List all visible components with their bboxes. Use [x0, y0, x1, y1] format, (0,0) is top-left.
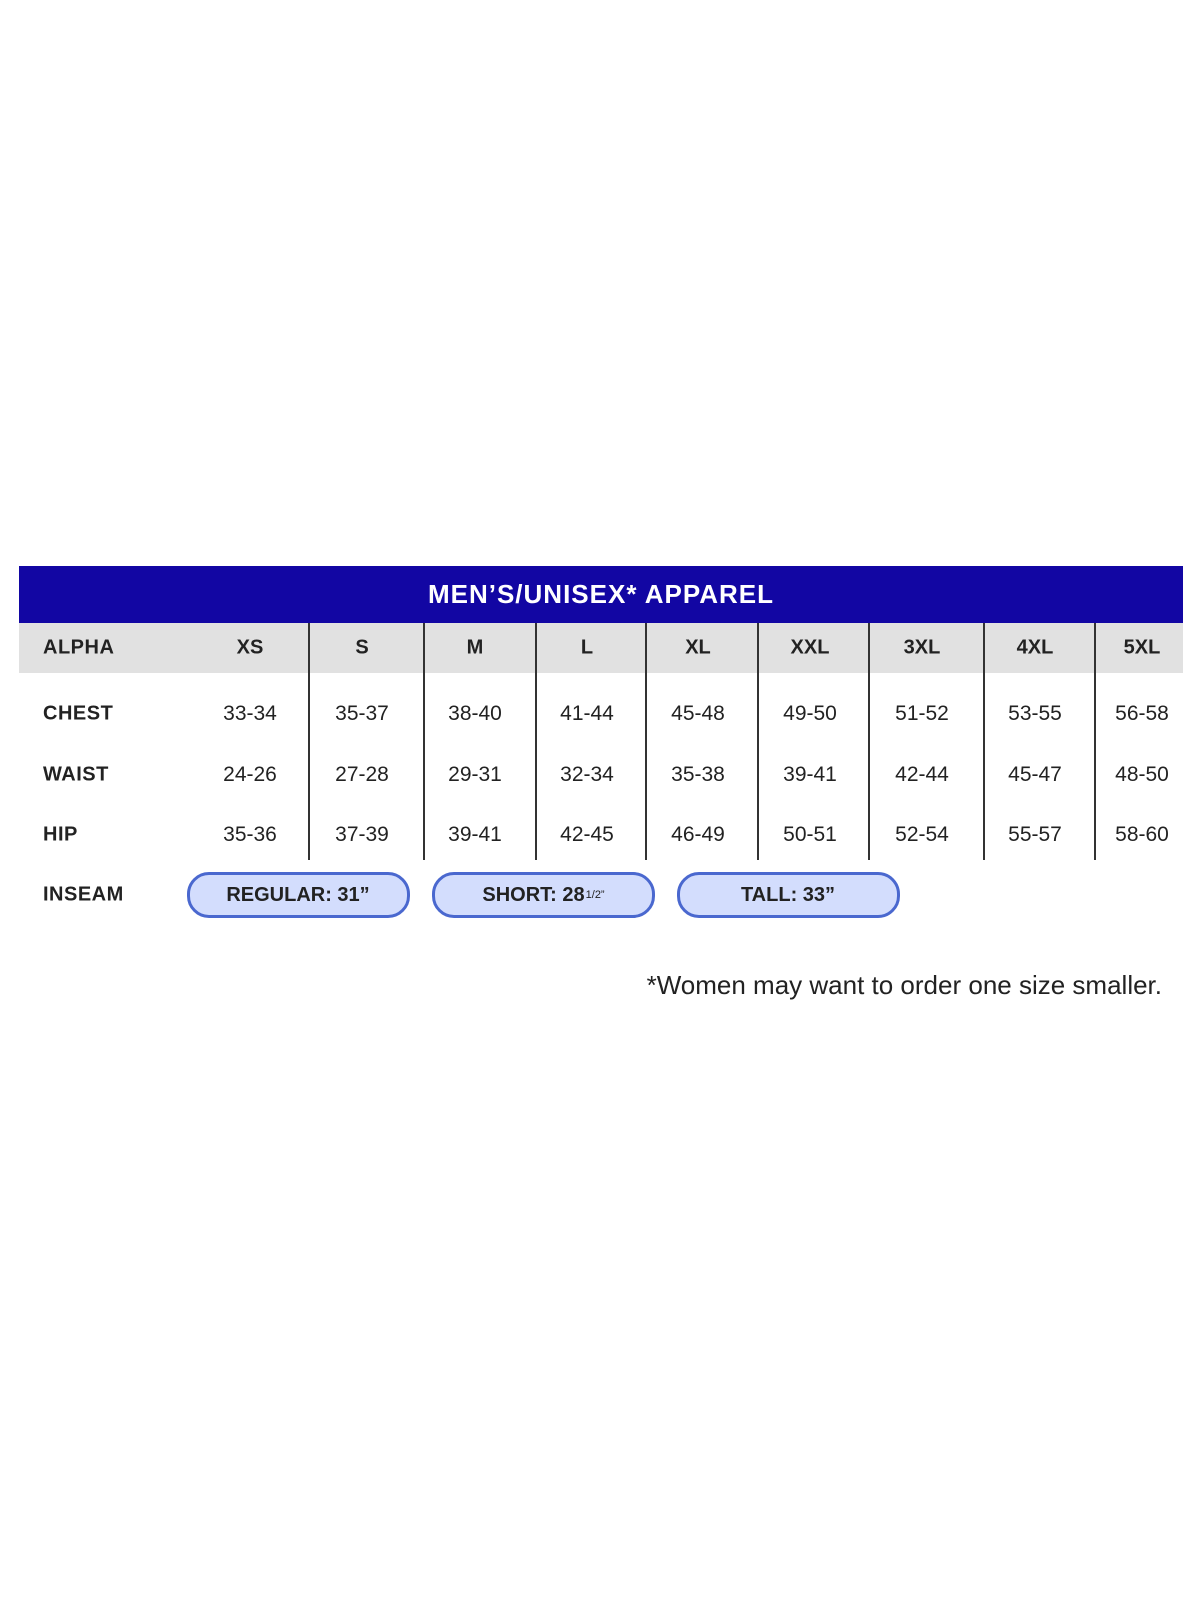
table-cell: 45-47 — [1008, 763, 1062, 786]
table-cell: 24-26 — [223, 763, 277, 786]
table-cell: 42-44 — [895, 763, 949, 786]
row-label-chest: CHEST — [43, 702, 114, 725]
column-divider — [423, 623, 425, 860]
table-cell: 35-36 — [223, 823, 277, 846]
header-label: ALPHA — [43, 636, 115, 659]
column-divider — [983, 623, 985, 860]
table-cell: 32-34 — [560, 763, 614, 786]
size-header-3xl: 3XL — [903, 636, 941, 659]
column-divider — [308, 623, 310, 860]
inseam-label: INSEAM — [43, 883, 124, 906]
table-cell: 51-52 — [895, 702, 949, 725]
table-cell: 49-50 — [783, 702, 837, 725]
table-cell: 29-31 — [448, 763, 502, 786]
table-cell: 53-55 — [1008, 702, 1062, 725]
footnote: *Women may want to order one size smalle… — [646, 970, 1162, 1000]
table-cell: 39-41 — [448, 823, 502, 846]
table-cell: 38-40 — [448, 702, 502, 725]
table-cell: 27-28 — [335, 763, 389, 786]
table-cell: 46-49 — [671, 823, 725, 846]
table-cell: 56-58 — [1115, 702, 1169, 725]
inseam-short-sup: 1/2” — [585, 889, 605, 901]
table-cell: 42-45 — [560, 823, 614, 846]
column-divider — [757, 623, 759, 860]
size-header-m: M — [466, 636, 484, 659]
chart-title: MEN’S/UNISEX* APPAREL — [19, 566, 1183, 623]
inseam-tall: TALL: 33” — [677, 872, 900, 918]
size-header-xs: XS — [236, 636, 264, 659]
inseam-regular-text: REGULAR: 31” — [226, 883, 370, 906]
inseam-short: SHORT: 28 1/2” — [432, 872, 655, 918]
table-cell: 55-57 — [1008, 823, 1062, 846]
size-header-4xl: 4XL — [1016, 636, 1054, 659]
column-divider — [645, 623, 647, 860]
size-header-s: S — [355, 636, 369, 659]
size-header-row — [19, 623, 1183, 673]
table-cell: 35-37 — [335, 702, 389, 725]
size-header-xxl: XXL — [790, 636, 830, 659]
inseam-short-text: SHORT: 28 — [482, 883, 585, 906]
row-label-hip: HIP — [43, 823, 78, 846]
table-cell: 37-39 — [335, 823, 389, 846]
row-label-waist: WAIST — [43, 763, 109, 786]
table-cell: 33-34 — [223, 702, 277, 725]
table-cell: 58-60 — [1115, 823, 1169, 846]
table-cell: 48-50 — [1115, 763, 1169, 786]
size-header-xl: XL — [685, 636, 711, 659]
inseam-regular: REGULAR: 31” — [187, 872, 410, 918]
table-cell: 35-38 — [671, 763, 725, 786]
table-cell: 52-54 — [895, 823, 949, 846]
inseam-tall-text: TALL: 33” — [740, 883, 836, 906]
column-divider — [868, 623, 870, 860]
table-cell: 39-41 — [783, 763, 837, 786]
size-header-5xl: 5XL — [1123, 636, 1161, 659]
table-cell: 50-51 — [783, 823, 837, 846]
table-cell: 41-44 — [560, 702, 614, 725]
column-divider — [535, 623, 537, 860]
column-divider — [1094, 623, 1096, 860]
size-header-l: L — [580, 636, 594, 659]
table-cell: 45-48 — [671, 702, 725, 725]
